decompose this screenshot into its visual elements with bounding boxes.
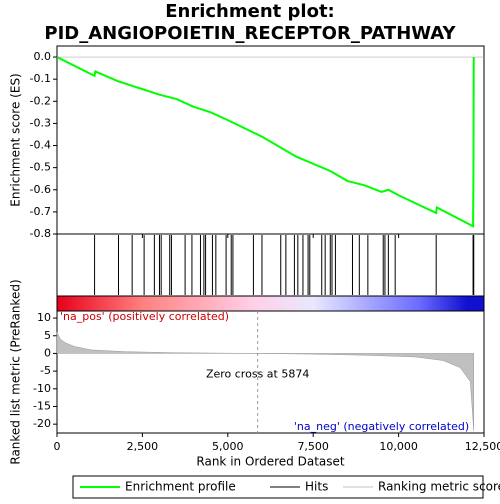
y-tick-label: -0.8 — [30, 227, 51, 240]
y-axis-label: Enrichment score (ES) — [9, 73, 23, 206]
chart-title: Enrichment plot: — [165, 1, 335, 22]
y-tick-label: -0.1 — [30, 72, 51, 85]
frame — [56, 45, 485, 434]
y-axis-label: Ranked list metric (PreRanked) — [9, 279, 23, 464]
y-tick-label: -0.3 — [30, 116, 51, 129]
enrichment-line — [56, 56, 475, 228]
x-tick-label: 7,500 — [297, 440, 329, 453]
annotation: Zero cross at 5874 — [206, 368, 309, 381]
x-tick-label: 12,500 — [465, 440, 500, 453]
y-tick-label: -15 — [33, 399, 51, 412]
annotation: 'na_neg' (negatively correlated) — [294, 420, 469, 433]
y-tick-label: -5 — [40, 364, 51, 377]
y-tick-label: -0.5 — [30, 161, 51, 174]
color-bar — [57, 296, 484, 311]
y-tick-label: -10 — [33, 382, 51, 395]
y-tick-label: -0.6 — [30, 183, 51, 196]
y-tick-label: -0.4 — [30, 139, 51, 152]
y-tick-label: 0 — [44, 346, 51, 359]
x-tick-label: 10,000 — [379, 440, 418, 453]
y-tick-label: -0.7 — [30, 205, 51, 218]
y-tick-label: 0.0 — [34, 50, 52, 63]
x-axis-label: Rank in Ordered Dataset — [196, 455, 344, 469]
annotation: 'na_pos' (positively correlated) — [60, 310, 229, 323]
y-tick-label: 5 — [44, 329, 51, 342]
metric-area — [56, 332, 475, 432]
legend-label: Ranking metric scores — [378, 480, 500, 494]
y-tick-label: -20 — [33, 417, 51, 430]
x-tick-label: 0 — [54, 440, 61, 453]
x-tick-label: 5,000 — [212, 440, 244, 453]
y-tick-label: -0.2 — [30, 94, 51, 107]
legend-label: Hits — [305, 480, 328, 494]
chart-subtitle: PID_ANGIOPOIETIN_RECEPTOR_PATHWAY — [44, 23, 456, 44]
y-tick-label: 10 — [37, 311, 51, 324]
legend-label: Enrichment profile — [125, 480, 236, 494]
x-tick-label: 2,500 — [127, 440, 159, 453]
